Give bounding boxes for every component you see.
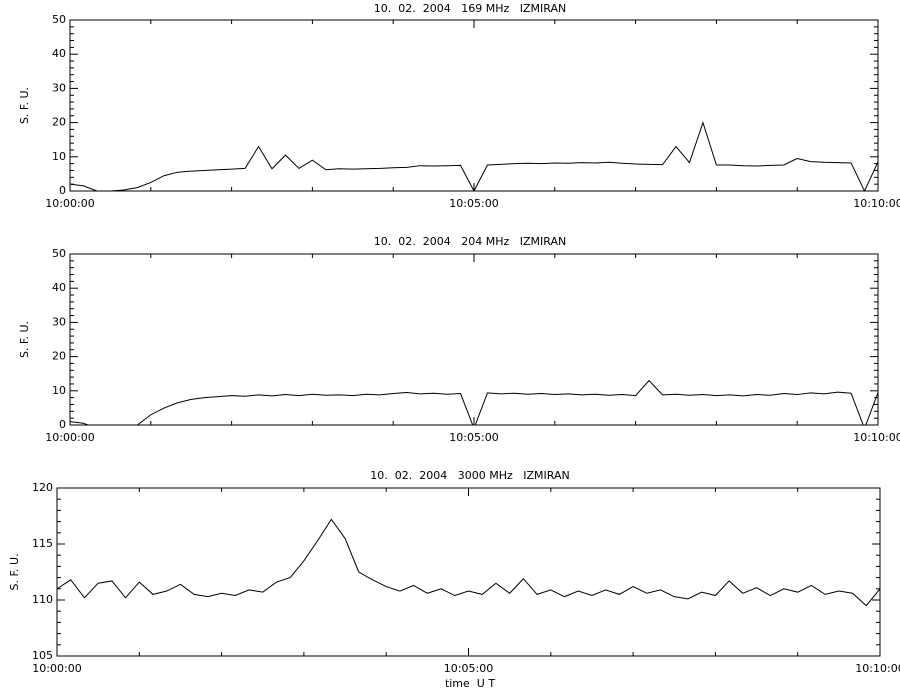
x-tick-label: 10:10:00 xyxy=(855,662,900,675)
x-tick-label: 10:10:00 xyxy=(853,431,900,444)
x-tick-label: 10:05:00 xyxy=(449,197,498,210)
y-tick-label: 10 xyxy=(52,384,66,397)
x-tick-label: 10:05:00 xyxy=(444,662,493,675)
plot-frame xyxy=(69,19,879,192)
panel: 10. 02. 2004 204 MHz IZMIRAN S. F. U. 0 10 2… xyxy=(18,235,900,444)
y-tick-label: 50 xyxy=(52,247,66,260)
x-axis-label: time U T xyxy=(445,677,495,690)
y-tick-label: 30 xyxy=(52,315,66,328)
y-axis-label: S. F. U. xyxy=(18,321,31,358)
y-tick-label: 0 xyxy=(59,184,66,197)
trace xyxy=(70,120,878,191)
x-tick-label: 10:05:00 xyxy=(449,431,498,444)
panel-title: 10. 02. 2004 204 MHz IZMIRAN xyxy=(374,235,566,248)
y-tick-label: 30 xyxy=(52,81,66,94)
trace xyxy=(70,379,878,425)
x-tick-label: 10:00:00 xyxy=(45,197,94,210)
y-tick-label: 50 xyxy=(52,13,66,26)
y-axis-label: S. F. U. xyxy=(18,87,31,124)
x-tick-label: 10:10:00 xyxy=(853,197,900,210)
panel-title: 10. 02. 2004 3000 MHz IZMIRAN xyxy=(370,469,569,482)
x-tick-label: 10:00:00 xyxy=(45,431,94,444)
y-tick-label: 40 xyxy=(52,47,66,60)
panel: 10. 02. 2004 169 MHz IZMIRAN S. F. U. 0 10 2… xyxy=(18,2,900,210)
panel: 10. 02. 2004 3000 MHz IZMIRAN S. F. U. tim… xyxy=(8,469,900,690)
y-axis-label: S. F. U. xyxy=(8,553,21,590)
y-tick-label: 10 xyxy=(52,150,66,163)
y-tick-label: 115 xyxy=(32,537,53,550)
plot-frame xyxy=(56,487,881,657)
y-tick-label: 20 xyxy=(52,116,66,129)
y-tick-label: 110 xyxy=(32,593,53,606)
y-tick-label: 40 xyxy=(52,281,66,294)
y-tick-label: 105 xyxy=(32,649,53,662)
trace xyxy=(57,518,880,607)
y-tick-label: 120 xyxy=(32,481,53,494)
y-tick-label: 0 xyxy=(59,418,66,431)
panel-title: 10. 02. 2004 169 MHz IZMIRAN xyxy=(374,2,566,15)
x-tick-label: 10:00:00 xyxy=(32,662,81,675)
y-tick-label: 20 xyxy=(52,350,66,363)
